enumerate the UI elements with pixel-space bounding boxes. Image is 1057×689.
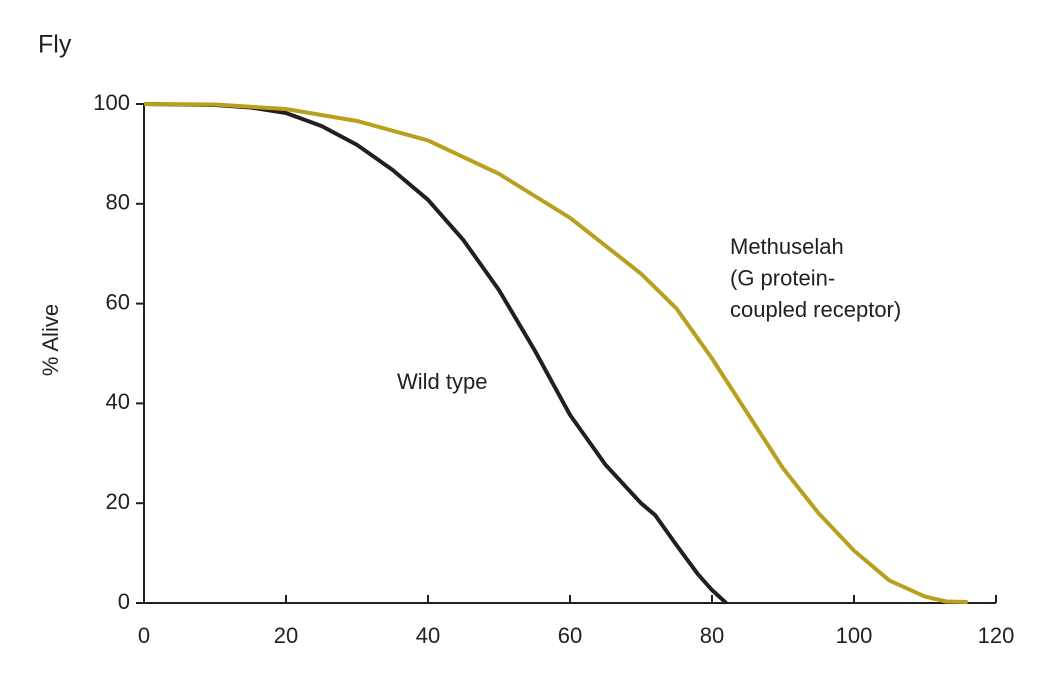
x-tick-label: 80 <box>700 623 724 648</box>
y-tick-label: 0 <box>118 589 130 614</box>
x-tick-label: 100 <box>836 623 873 648</box>
line <box>143 102 728 605</box>
x-tick-label: 20 <box>274 623 298 648</box>
x-tick-label: 40 <box>416 623 440 648</box>
x-tick-label: 120 <box>978 623 1015 648</box>
y-tick-label: 80 <box>106 190 130 215</box>
y-tick-label: 100 <box>93 90 130 115</box>
y-tick-label: 20 <box>106 489 130 514</box>
y-axis-label: % Alive <box>38 304 63 376</box>
series-label: Wild type <box>397 369 487 394</box>
line <box>143 102 968 605</box>
y-tick-label: 60 <box>106 289 130 314</box>
series-label: Methuselah (G protein-coupled receptor) <box>730 234 901 322</box>
chart-title: Fly <box>38 31 72 59</box>
y-tick-label: 40 <box>106 389 130 414</box>
x-tick-label: 0 <box>138 623 150 648</box>
x-tick-label: 60 <box>558 623 582 648</box>
